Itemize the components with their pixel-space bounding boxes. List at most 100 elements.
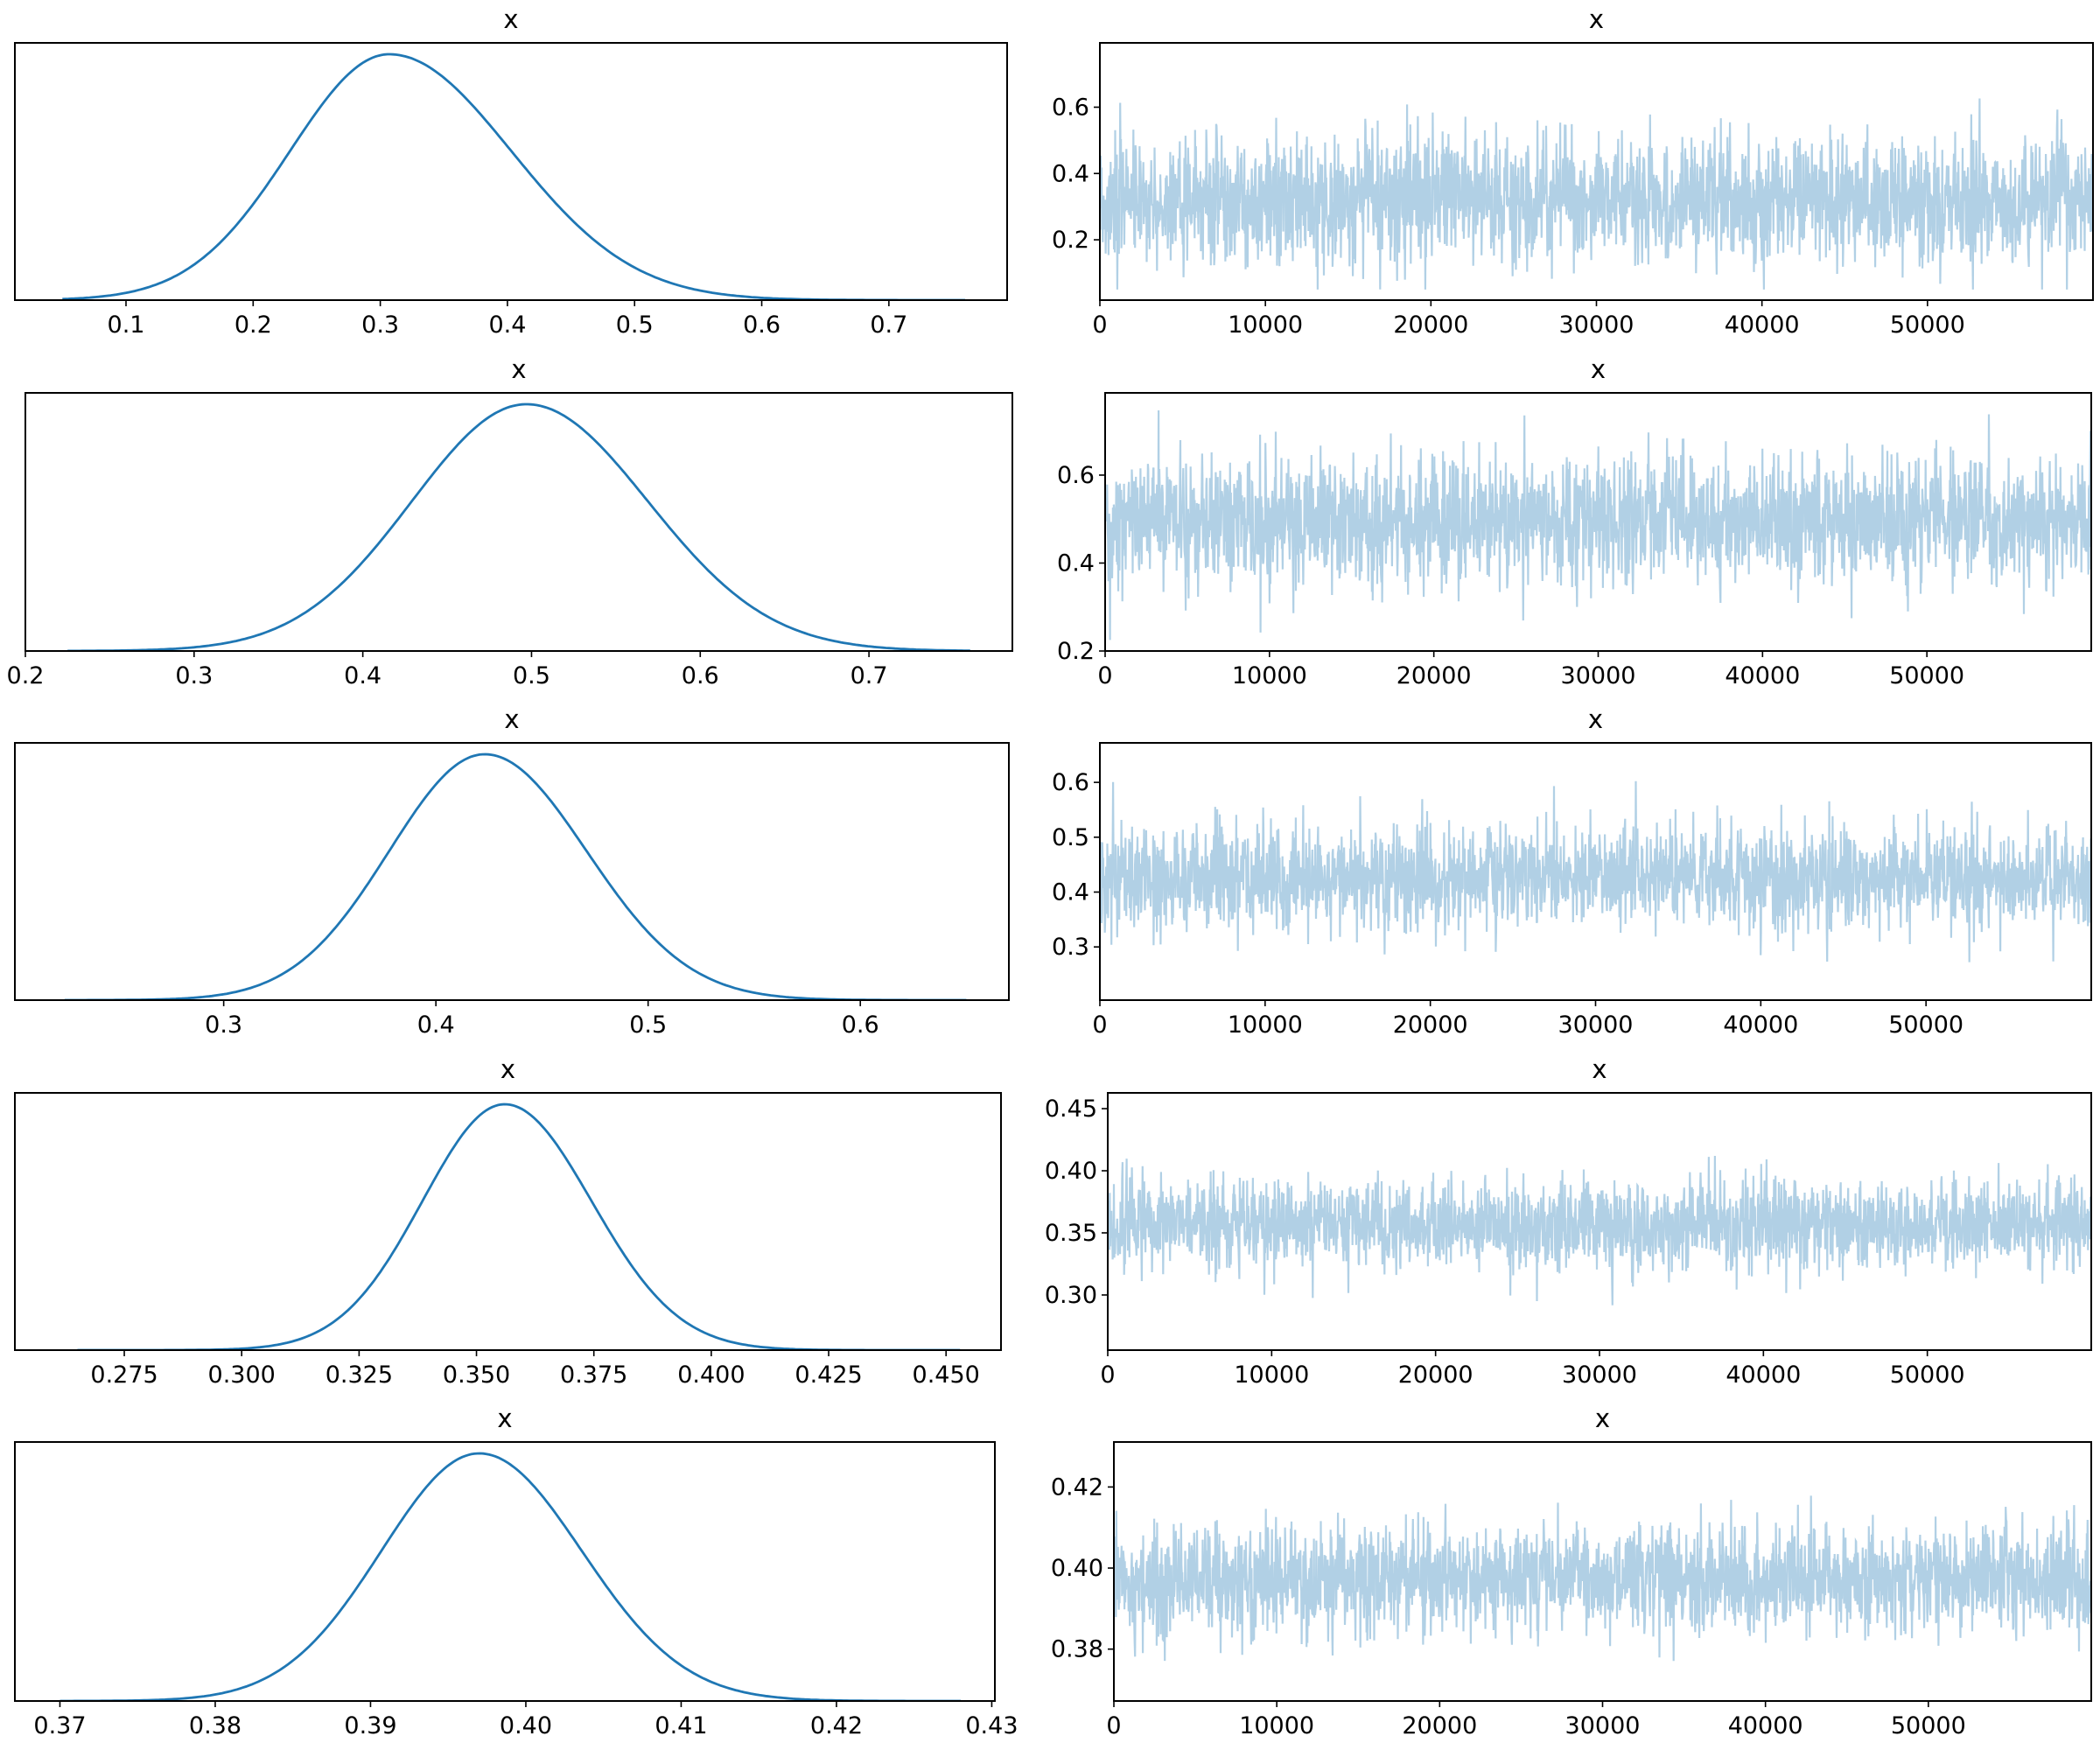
- y-tick-label: 0.40: [1045, 1158, 1097, 1185]
- x-tick-label: 0.3: [205, 1012, 242, 1039]
- x-tick-label: 40000: [1725, 662, 1800, 690]
- y-tick-label: 0.30: [1045, 1282, 1097, 1309]
- subplot-title: x: [504, 704, 519, 734]
- trace-line: [1105, 410, 2091, 640]
- y-tick-label: 0.38: [1051, 1636, 1103, 1663]
- x-tick-label: 0.6: [682, 662, 719, 690]
- x-tick-label: 0.2: [234, 312, 272, 339]
- x-tick-label: 0.41: [654, 1712, 707, 1740]
- x-tick-label: 0.43: [965, 1712, 1018, 1740]
- x-tick-label: 0.5: [616, 312, 654, 339]
- trace-line: [1100, 780, 2091, 962]
- y-tick-label: 0.4: [1057, 550, 1095, 577]
- x-tick-label: 0.3: [361, 312, 399, 339]
- x-tick-label: 0.6: [842, 1012, 879, 1039]
- subplot-density-2: x 0.2 0.3 0.4 0.5 0.6 0.7: [7, 354, 1013, 690]
- subplot-trace-2: x 0.2 0.4 0.6 0 10000 20000 30000 40000 50000: [1057, 354, 2092, 690]
- x-tick-label: 0.425: [794, 1362, 862, 1389]
- x-tick-label: 0.2: [7, 662, 45, 690]
- x-tick-label: 50000: [1888, 1012, 1964, 1039]
- axes-frame: [1107, 1092, 2092, 1351]
- x-tick-label: 30000: [1559, 312, 1634, 339]
- x-tick-label: 40000: [1725, 312, 1800, 339]
- x-tick-label: 0.37: [33, 1712, 86, 1740]
- x-tick-label: 0.42: [810, 1712, 863, 1740]
- x-tick-label: 0: [1097, 662, 1112, 690]
- x-tick-label: 0.1: [108, 312, 145, 339]
- x-tick-label: 0.350: [443, 1362, 510, 1389]
- y-tick-label: 0.5: [1052, 824, 1089, 851]
- kde-curve: [64, 752, 967, 1000]
- x-tick-label: 0.4: [344, 662, 382, 690]
- x-tick-label: 0.400: [677, 1362, 745, 1389]
- x-tick-label: 0: [1092, 1012, 1107, 1039]
- x-tick-label: 0.300: [208, 1362, 276, 1389]
- x-tick-label: 10000: [1228, 312, 1303, 339]
- kde-curve: [62, 52, 965, 300]
- subplot-title: x: [500, 1054, 515, 1084]
- y-tick-label: 0.2: [1057, 638, 1095, 665]
- axes-frame: [24, 392, 1013, 652]
- subplot-title: x: [1595, 1404, 1610, 1433]
- y-tick-label: 0.4: [1052, 879, 1089, 906]
- subplot-trace-4: x 0.30 0.35 0.40 0.45 0 10000 20000 30000 40000 50…: [1045, 1054, 2092, 1389]
- y-tick-label: 0.42: [1051, 1474, 1103, 1501]
- x-tick-label: 0: [1092, 312, 1107, 339]
- x-tick-label: 10000: [1232, 662, 1307, 690]
- x-tick-label: 50000: [1891, 1712, 1966, 1740]
- subplot-title: x: [503, 4, 518, 34]
- x-tick-label: 30000: [1561, 662, 1636, 690]
- subplot-title: x: [1588, 704, 1603, 734]
- x-tick-label: 0.38: [189, 1712, 242, 1740]
- x-tick-label: 50000: [1889, 662, 1964, 690]
- trace-line: [1108, 1155, 2091, 1306]
- x-tick-label: 0.7: [850, 662, 888, 690]
- axes-frame: [1099, 42, 2094, 301]
- axes-frame: [14, 42, 1008, 301]
- x-tick-label: 10000: [1239, 1712, 1314, 1740]
- subplot-density-5: x 0.37 0.38 0.39 0.40 0.41 0.42 0.43: [14, 1404, 1018, 1740]
- subplot-density-4: x 0.275 0.300 0.325 0.350 0.375 0.400 0.425 0.45…: [14, 1054, 1002, 1389]
- x-tick-label: 0.4: [488, 312, 526, 339]
- y-tick-label: 0.40: [1051, 1555, 1103, 1582]
- y-tick-label: 0.3: [1052, 934, 1089, 961]
- x-tick-label: 30000: [1565, 1712, 1641, 1740]
- x-tick-label: 20000: [1393, 312, 1468, 339]
- subplot-trace-5: x 0.38 0.40 0.42 0 10000 20000 30000 40000 50000: [1051, 1404, 2092, 1740]
- kde-curve: [77, 1102, 961, 1350]
- subplot-title: x: [1589, 4, 1604, 34]
- x-tick-label: 0.5: [629, 1012, 667, 1039]
- subplot-density-1: x 0.1 0.2 0.3 0.4 0.5 0.6 0.7: [14, 4, 1008, 339]
- x-tick-label: 40000: [1723, 1012, 1798, 1039]
- y-tick-label: 0.6: [1052, 769, 1089, 796]
- subplot-trace-1: x 0.2 0.4 0.6 0 10000 20000 30000 40000 50000: [1052, 4, 2094, 339]
- subplot-trace-3: x 0.3 0.4 0.5 0.6 0 10000 20000 30000 40000 50000: [1052, 704, 2092, 1039]
- axes-frame: [14, 1092, 1002, 1351]
- subplot-title: x: [1592, 1054, 1606, 1084]
- x-tick-label: 40000: [1728, 1712, 1803, 1740]
- x-tick-label: 0.4: [417, 1012, 455, 1039]
- x-tick-label: 0.40: [500, 1712, 552, 1740]
- x-tick-label: 20000: [1396, 662, 1472, 690]
- x-tick-label: 0.7: [870, 312, 907, 339]
- x-tick-label: 0.5: [513, 662, 550, 690]
- x-tick-label: 30000: [1558, 1012, 1634, 1039]
- axes-frame: [14, 1441, 996, 1702]
- trace-line: [1100, 98, 2093, 290]
- y-tick-label: 0.35: [1045, 1220, 1097, 1247]
- x-tick-label: 0.3: [175, 662, 213, 690]
- x-tick-label: 0: [1106, 1712, 1121, 1740]
- axes-frame: [1104, 392, 2092, 652]
- axes-frame: [14, 742, 1010, 1001]
- y-tick-label: 0.4: [1052, 160, 1089, 187]
- y-tick-label: 0.2: [1052, 227, 1089, 254]
- y-tick-label: 0.6: [1052, 94, 1089, 122]
- trace-line: [1114, 1495, 2091, 1662]
- subplot-title: x: [497, 1404, 512, 1433]
- x-tick-label: 20000: [1402, 1712, 1477, 1740]
- x-tick-label: 0.275: [90, 1362, 158, 1389]
- subplot-density-3: x 0.3 0.4 0.5 0.6: [14, 704, 1010, 1039]
- y-tick-label: 0.45: [1045, 1096, 1097, 1123]
- x-tick-label: 0.450: [913, 1362, 980, 1389]
